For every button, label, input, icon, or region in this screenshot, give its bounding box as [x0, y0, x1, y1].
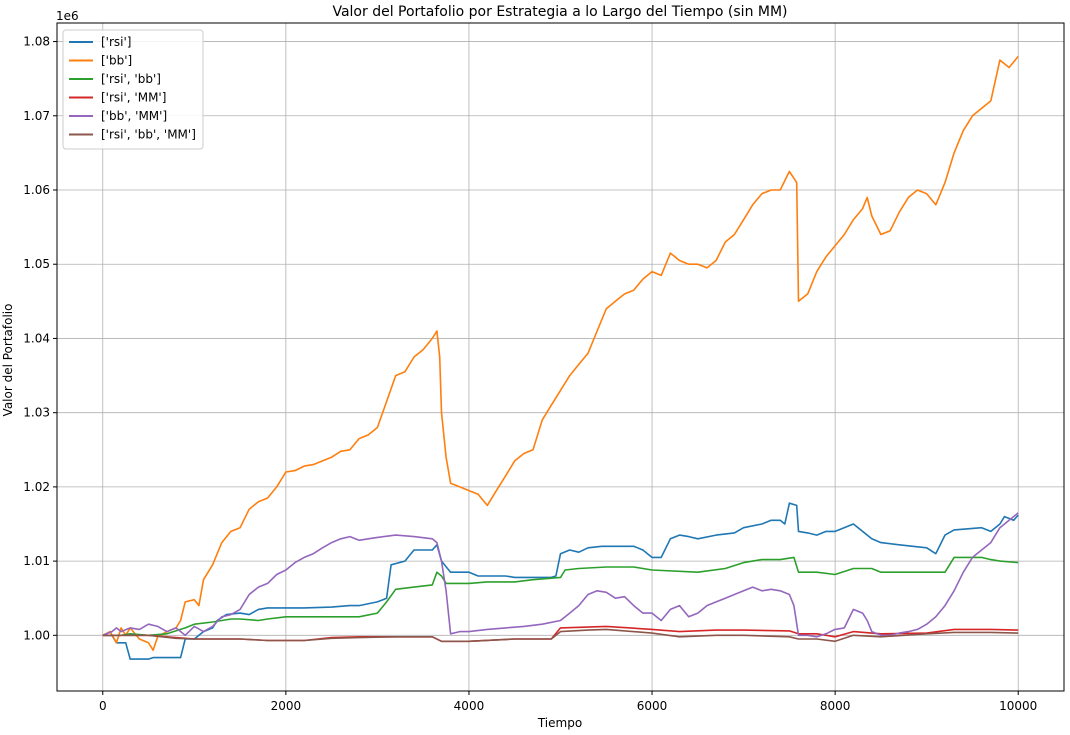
- y-tick-label: 1.00: [23, 628, 50, 642]
- series-line-5: [102, 628, 1019, 643]
- legend-label: ['rsi']: [101, 35, 131, 49]
- y-tick-label: 1.06: [23, 183, 50, 197]
- chart-title: Valor del Portafolio por Estrategia a lo…: [332, 4, 787, 20]
- series-lines: [102, 55, 1019, 660]
- y-tick-label: 1.04: [23, 331, 50, 345]
- x-axis: 0 2000 4000 6000 8000 10000: [99, 691, 1037, 713]
- y-tick-label: 1.01: [23, 554, 50, 568]
- y-tick-label: 1.07: [23, 109, 50, 123]
- y-axis-title: Valor del Portafolio: [1, 304, 15, 417]
- x-tick-label: 0: [99, 699, 107, 713]
- x-tick-label: 8000: [820, 699, 851, 713]
- legend-label: ['rsi', 'bb', 'MM']: [101, 128, 196, 142]
- grid-lines: [57, 23, 1064, 691]
- legend-label: ['rsi', 'bb']: [101, 72, 161, 86]
- series-line-1: [102, 55, 1019, 651]
- x-tick-label: 4000: [454, 699, 485, 713]
- x-tick-label: 6000: [637, 699, 668, 713]
- legend-label: ['rsi', 'MM']: [101, 91, 166, 105]
- y-offset-label: 1e6: [56, 9, 79, 23]
- y-tick-label: 1.08: [23, 35, 50, 49]
- y-tick-label: 1.05: [23, 257, 50, 271]
- x-tick-label: 10000: [999, 699, 1037, 713]
- y-axis: 1.00 1.01 1.02 1.03 1.04 1.05 1.06 1.07 1.08: [23, 35, 57, 642]
- x-tick-label: 2000: [271, 699, 302, 713]
- legend-label: ['bb', 'MM']: [101, 109, 167, 123]
- y-tick-label: 1.02: [23, 480, 50, 494]
- y-tick-label: 1.03: [23, 406, 50, 420]
- legend-box: [62, 29, 204, 150]
- plot-area-frame: [56, 22, 1065, 692]
- x-axis-title: Tiempo: [537, 716, 582, 730]
- series-line-2: [102, 556, 1019, 637]
- legend-label: ['bb']: [101, 54, 132, 68]
- series-line-4: [102, 512, 1019, 638]
- legend: ['rsi'] ['bb'] ['rsi', 'bb'] ['rsi', 'MM'] […: [62, 29, 204, 150]
